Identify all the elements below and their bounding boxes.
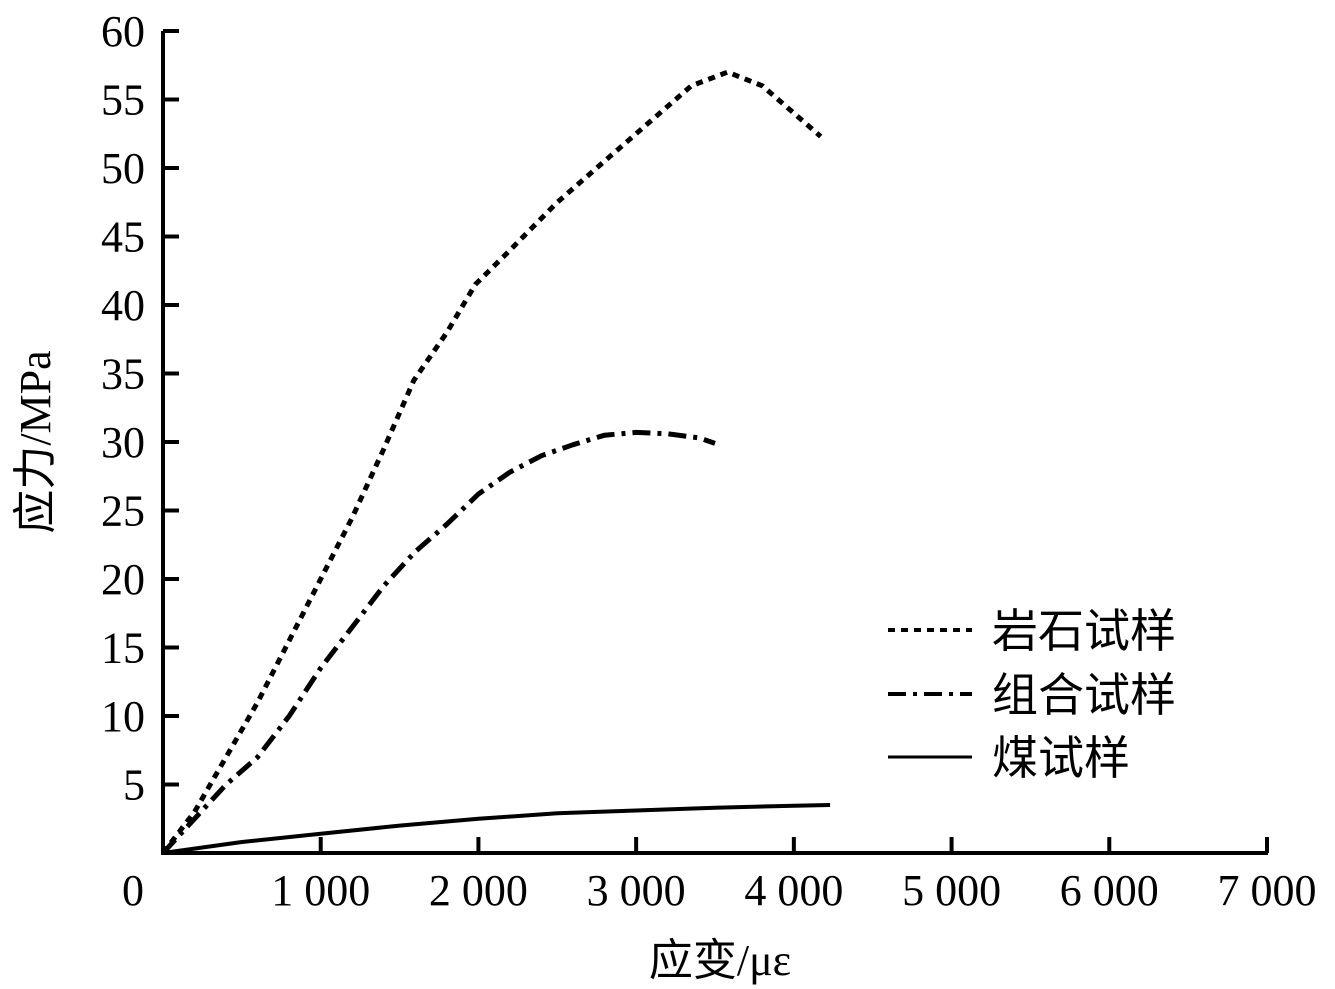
x-tick-label: 4 000 [744, 866, 843, 915]
x-tick-label: 7 000 [1218, 866, 1317, 915]
legend-label: 岩石试样 [992, 604, 1176, 658]
x-tick-label: 3 000 [587, 866, 686, 915]
y-tick-label: 10 [101, 692, 145, 741]
x-axis-title: 应变/με [649, 936, 791, 985]
x-tick-label: 2 000 [429, 866, 528, 915]
y-tick-label: 35 [101, 350, 145, 399]
x-tick-label: 5 000 [902, 866, 1001, 915]
y-tick-label: 25 [101, 487, 145, 536]
series-line-2 [162, 803, 831, 855]
y-tick-label: 40 [101, 281, 145, 330]
plot-lines [161, 69, 831, 855]
x-tick-label: 0 [122, 866, 144, 915]
y-axis-title: 应力/MPa [11, 350, 60, 533]
y-tick-label: 60 [101, 7, 145, 56]
y-tick-label: 20 [101, 555, 145, 604]
y-tick-label: 30 [101, 418, 145, 467]
x-tick-label: 6 000 [1060, 866, 1159, 915]
series-line-0 [161, 69, 823, 855]
y-tick-label: 45 [101, 213, 145, 262]
y-tick-label: 50 [101, 144, 145, 193]
series-line-1 [161, 429, 716, 855]
y-tick-label: 5 [123, 761, 145, 810]
legend-label: 煤试样 [992, 731, 1130, 785]
y-tick-label: 15 [101, 624, 145, 673]
tick-labels: 5 10 15 20 25 30 35 40 45 50 55 60 0 1 000 2 000 3 000 4… [101, 7, 1317, 915]
x-tick-label: 1 000 [271, 866, 370, 915]
axes [161, 29, 1269, 855]
legend-label: 组合试样 [992, 668, 1176, 722]
y-tick-label: 55 [101, 76, 145, 125]
